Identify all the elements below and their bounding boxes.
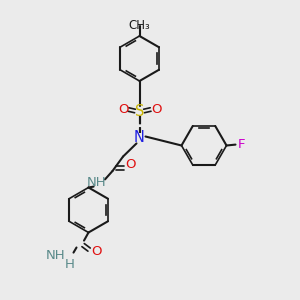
Text: F: F [238, 137, 245, 151]
Text: N: N [134, 130, 145, 146]
Text: H: H [65, 258, 75, 271]
Text: CH₃: CH₃ [129, 19, 150, 32]
Text: S: S [135, 103, 144, 118]
Text: O: O [118, 103, 128, 116]
Text: O: O [151, 103, 161, 116]
Text: O: O [92, 244, 102, 258]
Text: NH: NH [46, 249, 65, 262]
Text: NH: NH [87, 176, 106, 190]
Text: O: O [125, 158, 136, 172]
